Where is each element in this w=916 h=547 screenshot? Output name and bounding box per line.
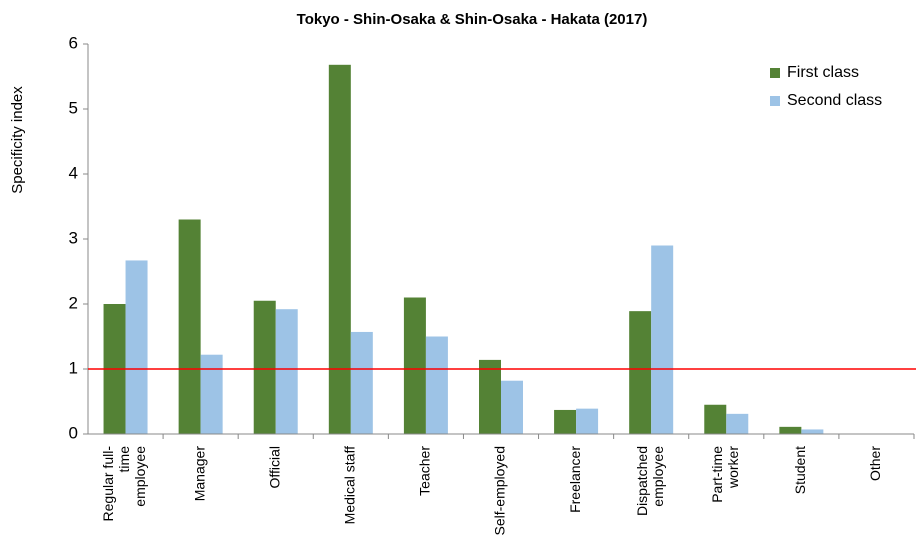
x-tick-label: worker <box>725 446 741 489</box>
y-tick-label: 2 <box>69 293 78 312</box>
x-tick-label: Teacher <box>417 446 433 496</box>
x-tick-label: employee <box>650 446 666 507</box>
chart-title: Tokyo - Shin-Osaka & Shin-Osaka - Hakata… <box>297 11 648 28</box>
y-tick-label: 6 <box>69 33 78 52</box>
bar <box>350 331 373 434</box>
bar <box>275 309 298 434</box>
bar <box>779 426 802 434</box>
bar <box>704 404 727 434</box>
y-tick-label: 0 <box>69 423 78 442</box>
bar <box>403 297 426 434</box>
bar <box>576 408 599 434</box>
legend-label: First class <box>787 64 859 81</box>
bar <box>425 336 448 434</box>
y-tick-label: 4 <box>69 163 78 182</box>
bar <box>125 260 148 434</box>
x-tick-label: Student <box>792 446 808 494</box>
x-tick-label: Part-time <box>709 446 725 503</box>
x-tick-label: Medical staff <box>342 446 358 524</box>
y-tick-label: 5 <box>69 98 78 117</box>
legend-swatch <box>770 96 780 106</box>
bar <box>253 300 276 434</box>
bar <box>554 409 577 434</box>
x-tick-label: employee <box>132 446 148 507</box>
legend-swatch <box>770 68 780 78</box>
x-tick-label: Official <box>266 446 282 489</box>
x-tick-label: Dispatched <box>634 446 650 516</box>
bar <box>479 359 501 434</box>
bar <box>501 380 523 434</box>
x-tick-label: time <box>116 446 132 473</box>
bar <box>651 245 674 434</box>
bar <box>801 429 824 434</box>
bar <box>328 64 351 435</box>
bar <box>629 311 652 434</box>
x-tick-label: Other <box>867 446 883 481</box>
y-tick-label: 3 <box>69 228 78 247</box>
x-tick-label: Regular full- <box>100 446 116 522</box>
bar <box>200 354 223 434</box>
legend-label: Second class <box>787 92 882 109</box>
y-tick-label: 1 <box>69 358 78 377</box>
bar <box>726 413 749 434</box>
bar <box>178 219 201 434</box>
y-axis-label: Specificity index <box>9 86 26 194</box>
x-tick-label: Manager <box>191 446 207 502</box>
x-tick-label: Self-employed <box>492 446 508 536</box>
x-tick-label: Freelancer <box>567 446 583 513</box>
